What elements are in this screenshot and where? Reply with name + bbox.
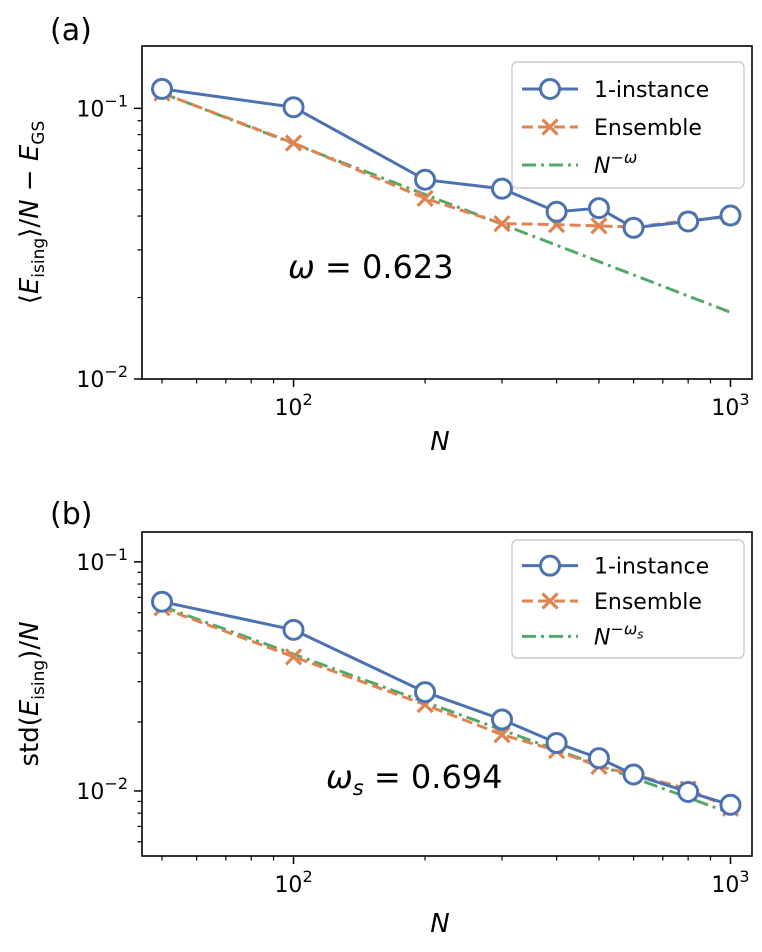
- x-tick-label: 102: [274, 390, 312, 421]
- point-1-instance: [622, 216, 645, 239]
- chart-panel-a: 102 103 10−1 10−2 (a) N ⟨Eising⟩/N − EGS ω = 0.…: [15, 13, 753, 457]
- y-tick-label: 10−1: [76, 545, 128, 576]
- fit-annotation: ωs = 0.694: [326, 758, 503, 800]
- legend-entry-label: Ensemble: [594, 590, 702, 615]
- series-line-fit: [161, 604, 732, 815]
- point-ensemble: [493, 726, 511, 744]
- point-1-instance: [677, 210, 700, 233]
- legend-entry-label: 1-instance: [594, 555, 709, 580]
- x-tick-label: 102: [274, 867, 312, 898]
- legend-entry-label: 1-instance: [594, 78, 709, 103]
- legend-entry-label: N−ωs: [594, 619, 644, 650]
- point-1-instance: [587, 197, 610, 220]
- legend-entry-label: N−ω: [594, 148, 637, 179]
- point-1-instance: [282, 96, 305, 119]
- x-axis-label: N: [430, 909, 449, 939]
- point-1-instance: [587, 747, 610, 770]
- point-1-instance: [677, 780, 700, 803]
- legend-box: [511, 539, 745, 659]
- legend-swatch-marker: [539, 554, 561, 577]
- y-tick-label: 10−2: [76, 362, 128, 393]
- y-tick-label: 10−1: [76, 91, 128, 122]
- fit-annotation: ω = 0.623: [288, 248, 454, 286]
- point-1-instance: [150, 590, 173, 613]
- legend-swatch-marker: [539, 78, 561, 100]
- point-1-instance: [491, 708, 514, 731]
- plot-frame: [141, 531, 753, 857]
- point-1-instance: [414, 681, 437, 704]
- point-1-instance: [719, 204, 742, 227]
- x-tick-label: 103: [711, 390, 749, 421]
- point-1-instance: [491, 177, 514, 200]
- legend-box: [511, 61, 745, 189]
- x-axis-label: N: [430, 427, 449, 457]
- point-ensemble: [493, 215, 511, 233]
- point-1-instance: [545, 200, 568, 223]
- legend-swatch-marker: [541, 118, 559, 136]
- point-1-instance: [545, 731, 568, 754]
- panel-label: (b): [50, 497, 92, 532]
- point-ensemble: [284, 648, 303, 666]
- legend: 1-instance Ensemble N−ω: [511, 61, 745, 189]
- point-ensemble: [284, 134, 303, 152]
- y-axis-label: ⟨Eising⟩/N − EGS: [15, 121, 49, 305]
- plot-area: [150, 590, 742, 817]
- point-ensemble: [590, 217, 608, 235]
- plot-frame: [141, 45, 753, 380]
- legend: 1-instance Ensemble N−ωs: [511, 539, 745, 659]
- point-1-instance: [719, 793, 742, 816]
- legend-swatch-marker: [541, 592, 559, 610]
- x-tick-label: 103: [711, 867, 749, 898]
- point-1-instance: [150, 77, 173, 100]
- point-1-instance: [282, 618, 305, 641]
- panel-label: (a): [50, 13, 92, 48]
- point-ensemble: [416, 189, 434, 207]
- plot-area: [150, 77, 742, 314]
- point-1-instance: [414, 168, 437, 191]
- y-tick-label: 10−2: [76, 774, 128, 805]
- y-axis-label: std(Eising)/N: [15, 621, 49, 766]
- legend-entry-label: Ensemble: [594, 116, 702, 141]
- point-1-instance: [622, 763, 645, 786]
